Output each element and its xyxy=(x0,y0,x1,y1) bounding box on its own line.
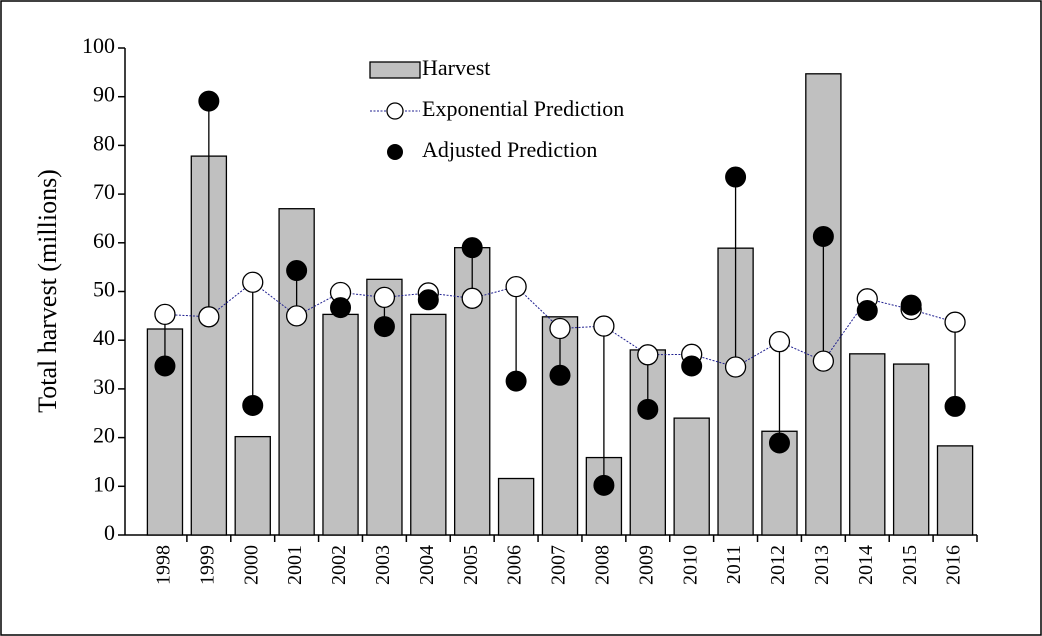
bar xyxy=(497,477,535,536)
x-tick-label: 2003 xyxy=(372,545,394,585)
prediction-marker xyxy=(461,287,483,309)
y-tick-label: 10 xyxy=(93,471,115,496)
bar xyxy=(892,363,930,536)
prediction-marker xyxy=(198,306,220,328)
bar xyxy=(673,417,710,536)
adjusted-marker xyxy=(154,355,176,377)
adjusted-marker xyxy=(242,394,264,416)
adjusted-marker xyxy=(417,289,439,311)
bar xyxy=(410,313,447,536)
legend-label: Exponential Prediction xyxy=(422,96,624,121)
y-tick-label: 100 xyxy=(82,33,115,58)
prediction-marker xyxy=(373,286,396,308)
x-tick-label: 2016 xyxy=(943,545,965,585)
prediction-marker xyxy=(637,344,659,366)
adjusted-marker xyxy=(461,237,483,259)
bar xyxy=(936,445,974,536)
adjusted-marker xyxy=(681,355,703,377)
adjusted-marker xyxy=(593,474,615,496)
x-tick-label: 2014 xyxy=(855,545,877,585)
adjusted-marker xyxy=(286,260,308,282)
legend-label: Harvest xyxy=(422,55,490,80)
prediction-marker xyxy=(242,271,264,293)
x-tick-label: 2007 xyxy=(548,545,570,585)
adjusted-marker xyxy=(900,294,922,316)
y-tick-label: 90 xyxy=(93,82,115,107)
x-tick-label: 2013 xyxy=(811,545,833,585)
legend-swatch xyxy=(387,144,403,160)
x-tick-label: 2015 xyxy=(899,545,921,585)
x-tick-label: 2005 xyxy=(460,545,482,585)
x-tick-label: 2012 xyxy=(767,545,789,585)
y-tick-label: 80 xyxy=(93,130,115,155)
prediction-marker xyxy=(285,305,308,327)
x-tick-label: 1998 xyxy=(153,545,175,585)
prediction-marker xyxy=(812,350,835,372)
prediction-marker xyxy=(944,311,966,333)
adjusted-marker xyxy=(549,364,571,386)
y-tick-label: 40 xyxy=(93,325,115,350)
bar xyxy=(849,353,886,536)
adjusted-marker xyxy=(812,225,834,247)
adjusted-marker xyxy=(856,299,878,321)
x-tick-label: 2008 xyxy=(591,545,613,585)
x-tick-label: 2009 xyxy=(635,545,657,585)
prediction-marker xyxy=(154,303,176,326)
y-tick-label: 20 xyxy=(93,423,115,448)
adjusted-marker xyxy=(944,395,966,417)
x-tick-label: 2006 xyxy=(504,545,526,585)
adjusted-marker xyxy=(330,297,352,319)
y-axis-label: Total harvest (millions) xyxy=(33,169,62,413)
y-tick-label: 30 xyxy=(93,374,115,399)
adjusted-marker xyxy=(768,432,790,454)
bar xyxy=(234,435,271,536)
x-tick-label: 2001 xyxy=(284,545,306,585)
y-tick-label: 50 xyxy=(93,277,115,302)
adjusted-marker xyxy=(725,166,747,188)
x-tick-label: 2000 xyxy=(240,545,262,585)
prediction-marker xyxy=(724,356,747,378)
legend-swatch xyxy=(369,61,421,79)
x-tick-label: 2004 xyxy=(416,545,438,585)
x-tick-label: 1999 xyxy=(196,545,218,585)
prediction-marker xyxy=(593,315,615,337)
bar xyxy=(322,313,359,536)
adjusted-marker xyxy=(637,398,659,420)
x-tick-label: 2010 xyxy=(679,545,701,585)
adjusted-marker xyxy=(373,316,395,338)
prediction-marker xyxy=(549,317,571,340)
x-tick-label: 2002 xyxy=(328,545,350,585)
y-tick-label: 60 xyxy=(93,228,115,253)
legend-swatch xyxy=(386,102,404,120)
bar xyxy=(278,208,315,536)
adjusted-marker xyxy=(505,370,527,392)
y-tick-label: 0 xyxy=(104,520,115,545)
prediction-marker xyxy=(505,275,527,298)
adjusted-marker xyxy=(198,90,220,112)
legend-label: Adjusted Prediction xyxy=(422,137,597,162)
x-tick-label: 2011 xyxy=(723,545,745,584)
y-tick-label: 70 xyxy=(93,179,115,204)
prediction-marker xyxy=(768,331,791,353)
